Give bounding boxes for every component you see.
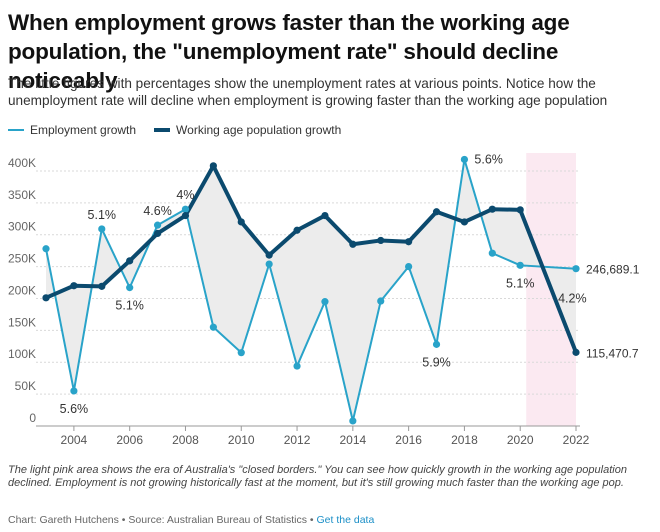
y-tick-label: 0	[29, 411, 36, 425]
population-point	[70, 282, 78, 290]
y-tick-label: 400K	[8, 156, 36, 170]
employment-end-label: 246,689.1	[586, 263, 640, 277]
unemployment-rate-label: 5.6%	[474, 152, 503, 166]
difference-area	[46, 159, 576, 421]
y-tick-label: 100K	[8, 347, 36, 361]
unemployment-rate-label: 5.9%	[422, 355, 451, 369]
employment-point	[349, 417, 357, 425]
x-tick-label: 2020	[507, 433, 534, 447]
y-tick-label: 250K	[8, 252, 36, 266]
employment-point	[209, 323, 217, 331]
population-point	[293, 226, 301, 234]
employment-point	[126, 284, 134, 292]
chart-source: Chart: Gareth Hutchens • Source: Austral…	[8, 514, 374, 526]
employment-point	[42, 245, 50, 253]
y-tick-label: 300K	[8, 220, 36, 234]
population-point	[349, 240, 357, 248]
y-tick-label: 200K	[8, 283, 36, 297]
x-tick-label: 2022	[563, 433, 590, 447]
chart-title: When employment grows faster than the wo…	[8, 10, 570, 93]
employment-point	[432, 340, 441, 348]
population-point	[321, 211, 329, 220]
unemployment-rate-label: 4.6%	[143, 204, 172, 218]
employment-point	[181, 205, 190, 213]
chart-notes: The light pink area shows the era of Aus…	[8, 464, 627, 489]
chart-subtitle: The little figures with percentages show…	[8, 76, 608, 108]
unemployment-rate-label: 5.1%	[506, 276, 535, 290]
legend-label-employment: Employment growth	[30, 123, 137, 137]
population-point	[432, 208, 441, 216]
employment-point	[572, 265, 580, 273]
x-tick-label: 2018	[451, 433, 478, 447]
legend-item-employment[interactable]: Employment growth	[8, 123, 136, 137]
legend-swatch-population	[154, 128, 171, 132]
population-point	[98, 282, 106, 290]
employment-point	[98, 225, 106, 233]
unemployment-rate-label: 5.6%	[60, 402, 89, 416]
legend-label-population: Working age population growth	[176, 123, 342, 137]
legend: Employment growth Working age population…	[8, 123, 359, 137]
population-point	[265, 251, 273, 259]
employment-point	[265, 260, 273, 268]
employment-point	[488, 249, 496, 257]
population-point	[209, 162, 217, 170]
population-point	[237, 218, 245, 226]
population-point	[181, 211, 190, 220]
population-point	[377, 236, 385, 245]
unemployment-rate-label: 4%	[176, 188, 194, 202]
employment-point	[153, 221, 162, 229]
unemployment-rate-label: 5.1%	[88, 208, 117, 222]
employment-point	[70, 387, 78, 395]
y-tick-label: 150K	[8, 315, 36, 329]
unemployment-rate-label: 4.2%	[558, 291, 587, 305]
population-point	[572, 348, 580, 356]
x-tick-label: 2004	[61, 433, 88, 447]
employment-point	[377, 297, 385, 305]
employment-point	[293, 362, 301, 370]
x-tick-label: 2014	[339, 433, 366, 447]
population-end-label: 115,470.7	[586, 346, 639, 360]
population-point	[460, 218, 469, 226]
y-tick-label: 350K	[8, 188, 36, 202]
population-point	[516, 206, 524, 214]
line-chart: 0 50K 100K 150K 200K 250K 300K 350K 400K 2004 2006…	[8, 152, 640, 447]
population-point	[42, 294, 50, 302]
source-text: Chart: Gareth Hutchens • Source: Austral…	[8, 514, 317, 526]
unemployment-rate-label: 5.1%	[115, 299, 144, 313]
population-point	[153, 229, 162, 238]
employment-point	[237, 349, 245, 357]
x-tick-label: 2012	[284, 433, 311, 447]
x-tick-label: 2008	[172, 433, 199, 447]
x-tick-label: 2010	[228, 433, 255, 447]
y-tick-label: 50K	[15, 379, 36, 393]
population-point	[405, 238, 413, 246]
employment-point	[321, 298, 329, 306]
employment-point	[460, 155, 469, 164]
legend-item-population[interactable]: Working age population growth	[154, 123, 341, 137]
get-data-link[interactable]: Get the data	[316, 514, 375, 526]
employment-point	[516, 261, 524, 269]
population-point	[488, 205, 496, 213]
population-point	[126, 257, 134, 265]
employment-point	[405, 262, 413, 271]
x-tick-label: 2006	[116, 433, 143, 447]
x-tick-label: 2016	[395, 433, 422, 447]
legend-swatch-employment	[8, 129, 24, 131]
